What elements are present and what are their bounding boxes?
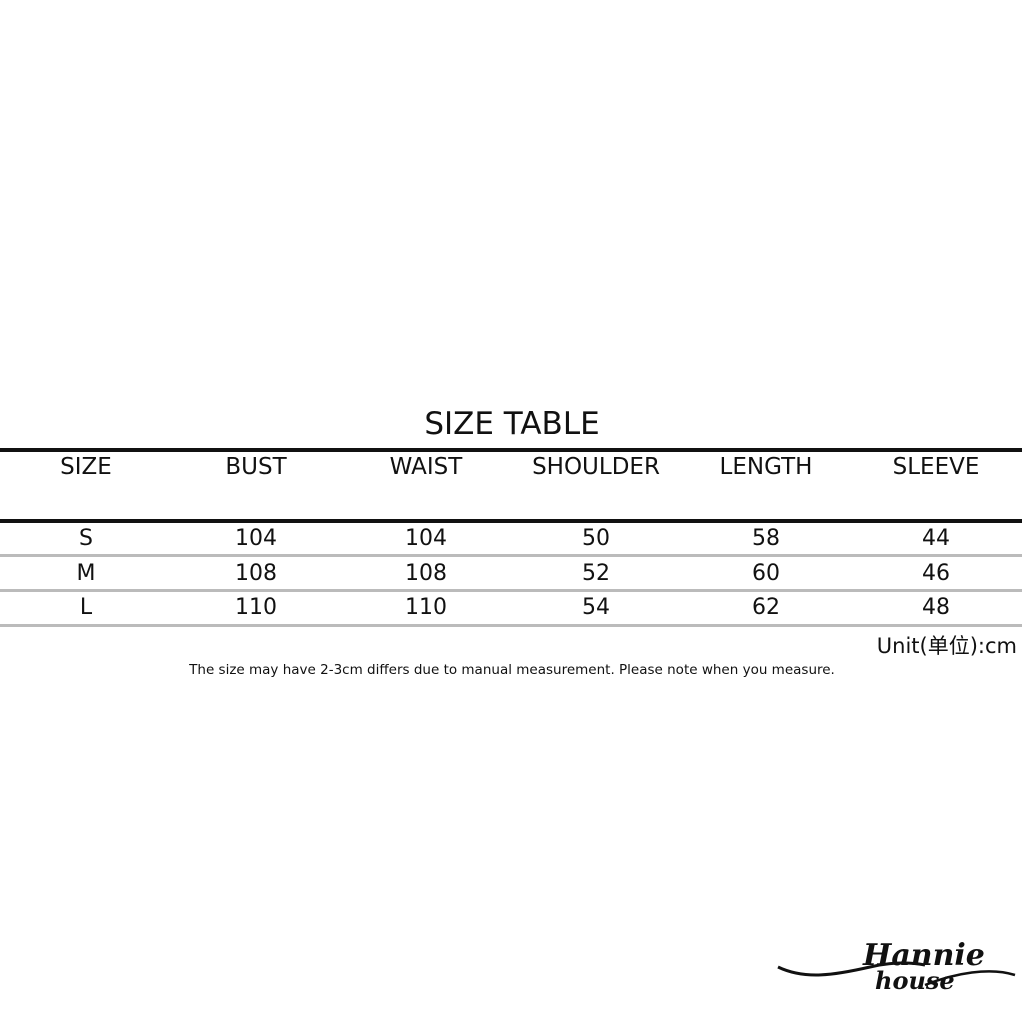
divider — [0, 448, 1022, 452]
cell: M — [76, 561, 96, 586]
cell: 60 — [752, 561, 780, 586]
header-cell: SLEEVE — [892, 454, 980, 480]
table-row: L 110 110 54 62 48 — [1, 595, 1021, 620]
cell: 110 — [405, 595, 447, 620]
table-title: SIZE TABLE — [424, 406, 600, 442]
measurement-note: The size may have 2-3cm differs due to m… — [189, 662, 835, 678]
cell: 52 — [582, 561, 610, 586]
cell: L — [79, 595, 93, 620]
cell: 54 — [582, 595, 610, 620]
divider — [0, 519, 1022, 523]
header-cell: LENGTH — [719, 454, 813, 480]
header-cell: BUST — [225, 454, 287, 480]
cell: 58 — [752, 526, 780, 551]
divider — [0, 624, 1022, 627]
divider — [0, 589, 1022, 592]
header-row: SIZE BUST WAIST SHOULDER LENGTH SLEEVE — [1, 454, 1021, 480]
header-cell: WAIST — [389, 454, 463, 480]
cell: 46 — [922, 561, 950, 586]
cell: 104 — [235, 526, 277, 551]
brand-logo: Hannie house — [777, 938, 1016, 995]
cell: 62 — [752, 595, 780, 620]
svg-text:house: house — [875, 966, 955, 995]
table-row: S 104 104 50 58 44 — [1, 526, 1021, 551]
cell: S — [79, 526, 93, 551]
header-cell: SHOULDER — [532, 454, 660, 480]
cell: 50 — [582, 526, 610, 551]
unit-label: Unit(单位):cm — [876, 634, 1017, 658]
cell: 108 — [405, 561, 447, 586]
divider — [0, 554, 1022, 557]
cell: 108 — [235, 561, 277, 586]
cell: 44 — [922, 526, 950, 551]
table-row: M 108 108 52 60 46 — [1, 561, 1021, 586]
cell: 110 — [235, 595, 277, 620]
cell: 48 — [922, 595, 950, 620]
header-cell: SIZE — [60, 454, 112, 480]
cell: 104 — [405, 526, 447, 551]
svg-text:Hannie: Hannie — [862, 938, 985, 973]
